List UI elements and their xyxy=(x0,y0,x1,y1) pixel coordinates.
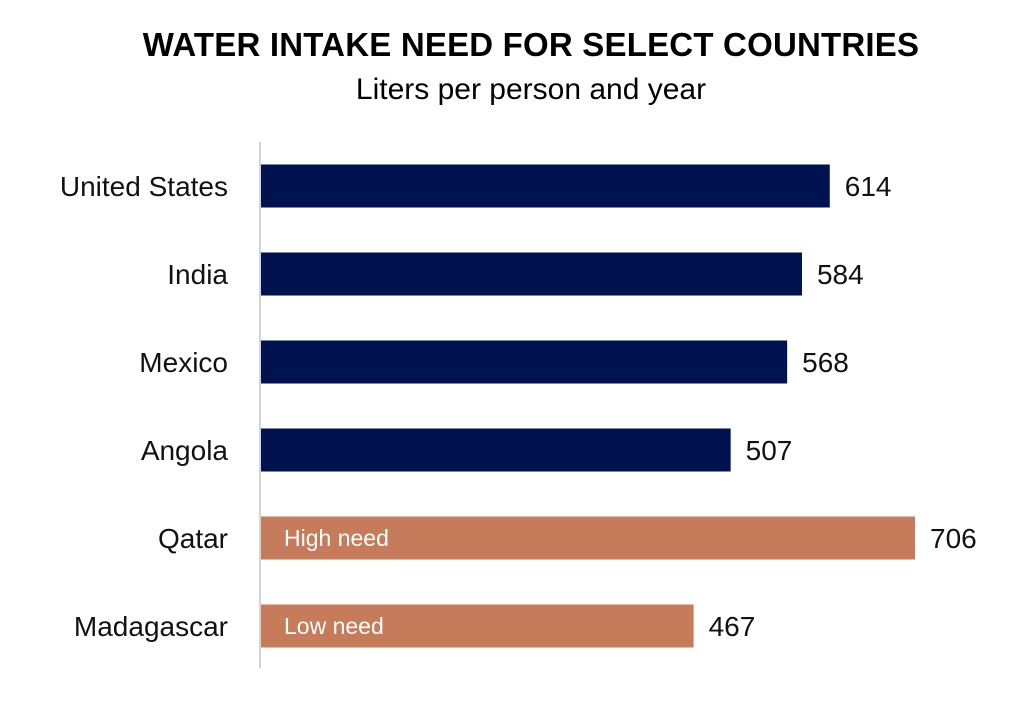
chart-subtitle: Liters per person and year xyxy=(355,73,707,106)
bar-united-states xyxy=(261,164,830,208)
bar-madagascar xyxy=(261,604,694,648)
category-label-mexico: Mexico xyxy=(139,347,228,378)
value-label-angola: 507 xyxy=(746,435,793,466)
bar-india xyxy=(261,252,802,296)
bars-group: United States 614 India 584 Mexico 568 Angola 5… xyxy=(60,164,977,648)
value-label-madagascar: 467 xyxy=(709,611,756,642)
category-label-madagascar: Madagascar xyxy=(74,611,228,642)
bar-mexico xyxy=(261,340,788,384)
annotation-madagascar: Low need xyxy=(284,613,384,639)
category-label-united-states: United States xyxy=(60,171,228,202)
value-label-united-states: 614 xyxy=(845,171,892,202)
value-label-qatar: 706 xyxy=(930,523,977,554)
bar-qatar xyxy=(261,516,915,560)
category-label-angola: Angola xyxy=(141,435,229,466)
chart-title: WATER INTAKE NEED FOR SELECT COUNTRIES xyxy=(142,26,920,63)
value-label-india: 584 xyxy=(817,259,864,290)
annotation-qatar: High need xyxy=(284,525,389,551)
value-label-mexico: 568 xyxy=(802,347,849,378)
bar-angola xyxy=(261,428,731,472)
category-label-india: India xyxy=(167,259,228,290)
category-label-qatar: Qatar xyxy=(158,523,228,554)
